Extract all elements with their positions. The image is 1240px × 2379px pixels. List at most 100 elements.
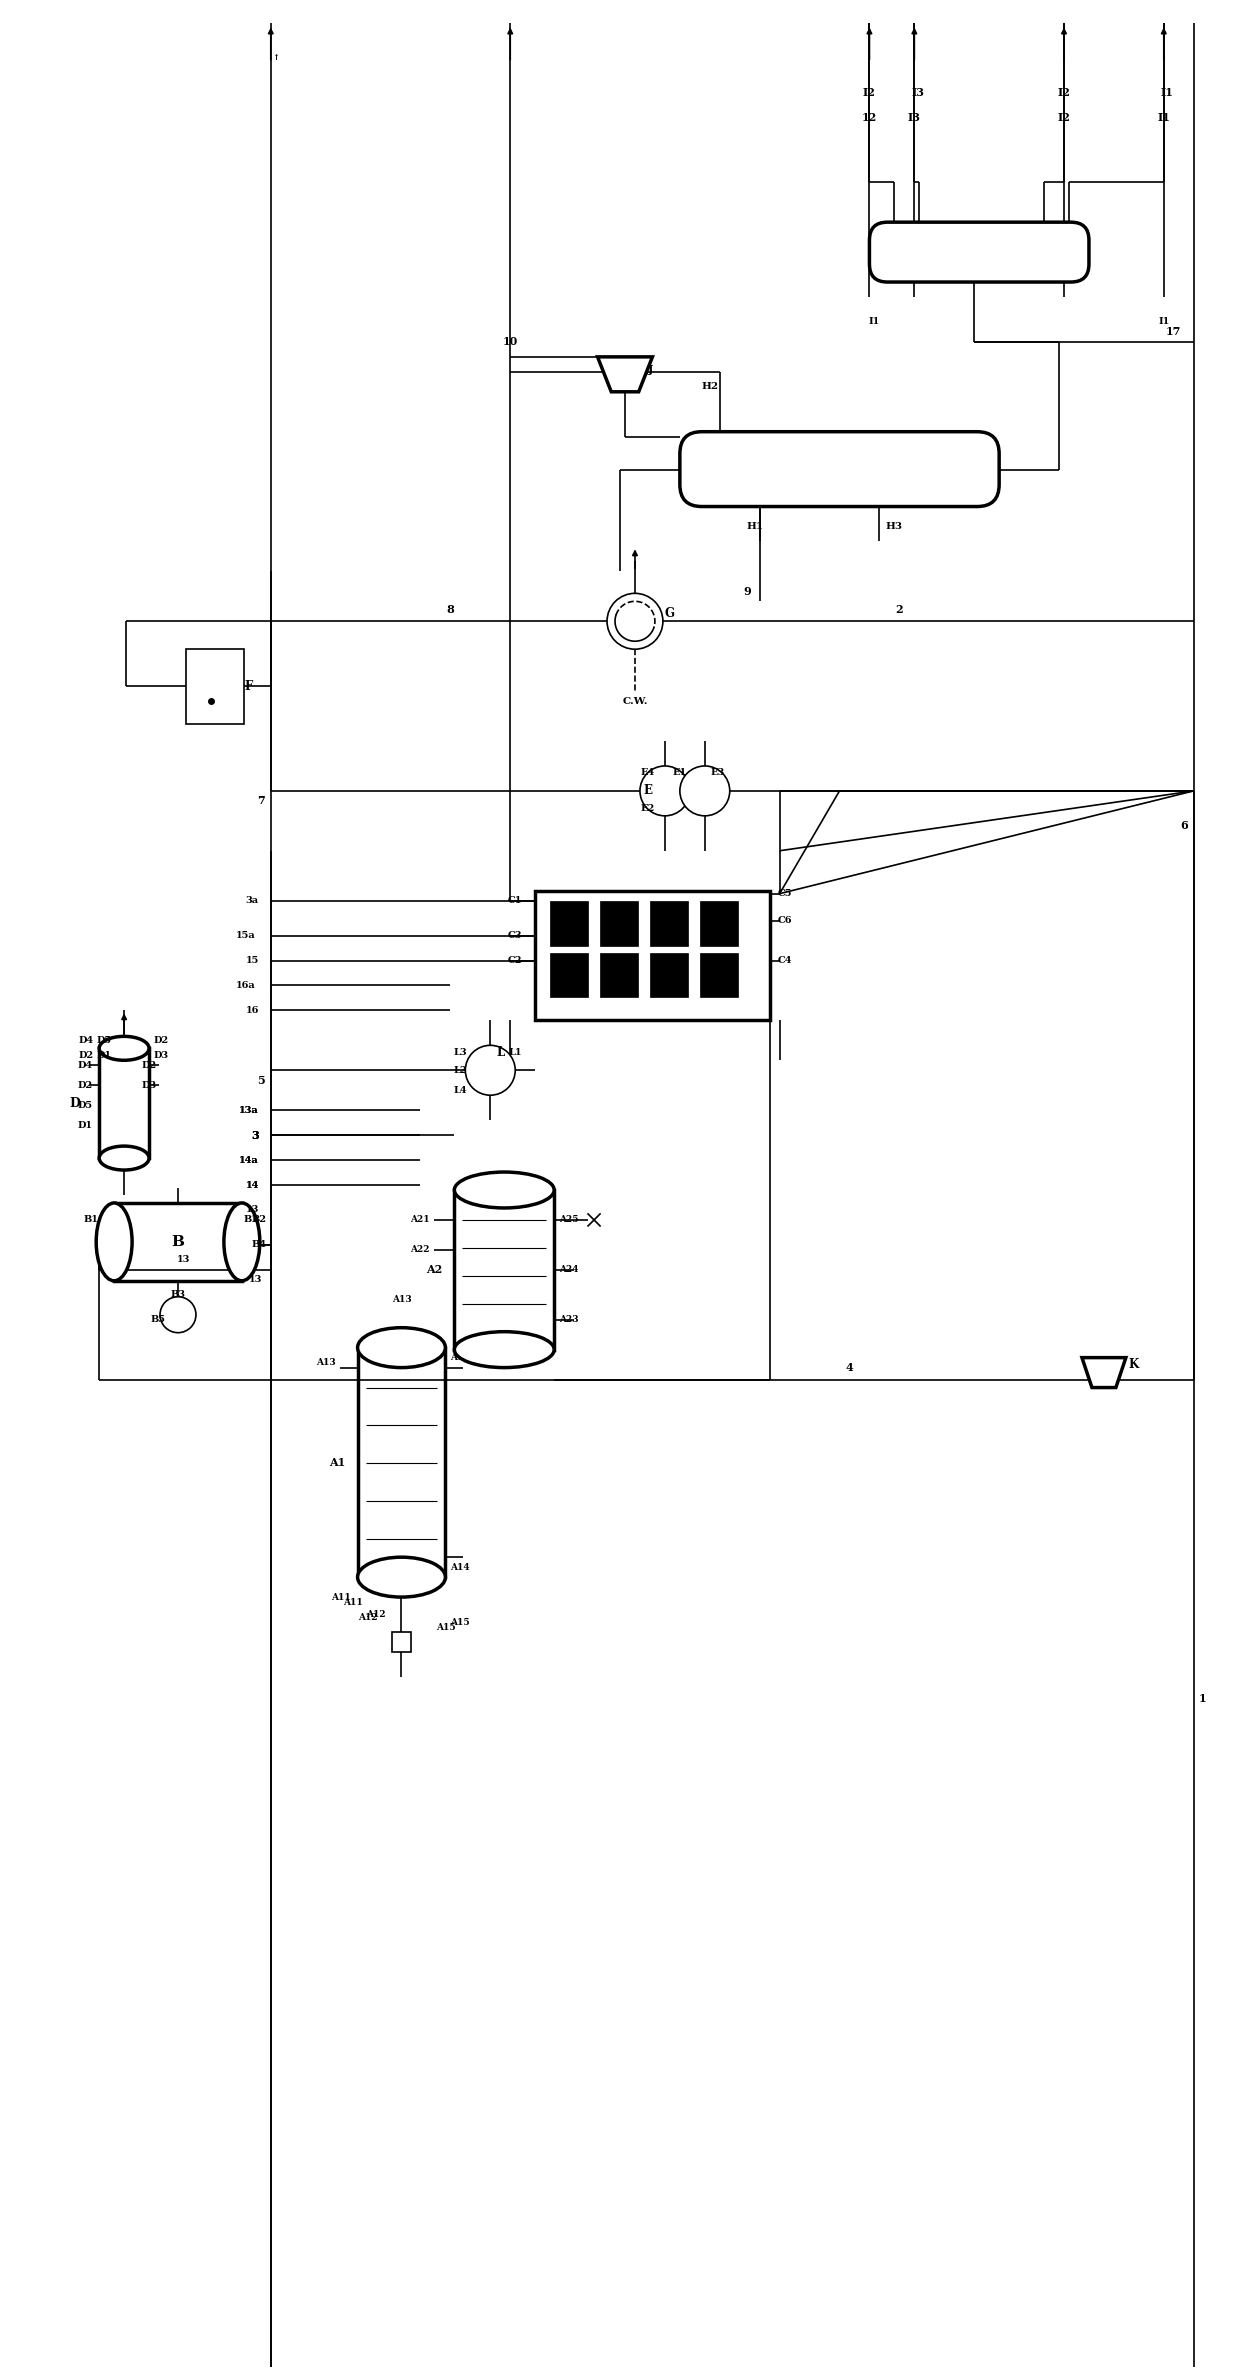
Text: 15a: 15a — [236, 930, 255, 940]
Text: B2: B2 — [252, 1216, 267, 1225]
Circle shape — [160, 1297, 196, 1332]
Text: A13: A13 — [450, 1354, 470, 1363]
Ellipse shape — [357, 1558, 445, 1596]
Ellipse shape — [454, 1332, 554, 1368]
Text: D2: D2 — [78, 1052, 94, 1059]
Polygon shape — [598, 357, 652, 393]
Ellipse shape — [97, 1204, 133, 1280]
Text: A13: A13 — [392, 1294, 412, 1304]
Text: A13: A13 — [316, 1358, 336, 1368]
Text: I1: I1 — [869, 316, 880, 326]
Text: D4: D4 — [78, 1035, 94, 1044]
Bar — [536, 890, 770, 1021]
Text: 12: 12 — [862, 112, 877, 124]
Text: 4: 4 — [846, 1363, 853, 1373]
Text: C2: C2 — [507, 956, 522, 966]
Bar — [600, 952, 637, 997]
Text: B4: B4 — [252, 1239, 267, 1249]
Text: 3: 3 — [250, 1130, 259, 1140]
Text: E1: E1 — [673, 768, 687, 778]
Text: 13: 13 — [249, 1275, 263, 1285]
Text: J: J — [649, 364, 653, 376]
Text: 6: 6 — [1179, 821, 1188, 830]
Circle shape — [465, 1044, 516, 1094]
Text: A1: A1 — [330, 1456, 346, 1468]
Text: B5: B5 — [150, 1316, 165, 1325]
Bar — [114, 1204, 242, 1280]
Text: B: B — [171, 1235, 185, 1249]
Text: H2: H2 — [702, 383, 718, 390]
Text: ↑: ↑ — [273, 55, 279, 62]
Text: C5: C5 — [777, 890, 792, 899]
Bar — [454, 1190, 554, 1349]
Text: A23: A23 — [559, 1316, 579, 1325]
Text: 17: 17 — [1166, 326, 1182, 338]
Ellipse shape — [454, 1173, 554, 1209]
Text: A12: A12 — [366, 1611, 386, 1618]
Text: I: I — [971, 243, 978, 259]
Text: A12: A12 — [358, 1613, 377, 1622]
Text: I2: I2 — [1058, 112, 1070, 124]
Text: 7: 7 — [257, 795, 264, 806]
Text: E3: E3 — [711, 768, 725, 778]
Ellipse shape — [224, 1204, 260, 1280]
Ellipse shape — [99, 1037, 149, 1061]
FancyBboxPatch shape — [680, 431, 999, 507]
Text: 3a: 3a — [246, 897, 259, 904]
Text: 13: 13 — [177, 1256, 191, 1263]
Bar — [650, 902, 688, 944]
Text: C6: C6 — [777, 916, 792, 925]
Text: 16: 16 — [246, 1006, 259, 1016]
Text: B1: B1 — [244, 1216, 259, 1225]
Ellipse shape — [99, 1147, 149, 1170]
Text: 5: 5 — [257, 1075, 264, 1085]
Text: I3: I3 — [911, 88, 925, 98]
Text: L3: L3 — [454, 1047, 467, 1056]
Text: A2: A2 — [427, 1263, 443, 1275]
Text: K: K — [1128, 1358, 1140, 1370]
Text: H3: H3 — [885, 521, 903, 531]
Text: A11: A11 — [342, 1599, 362, 1606]
Text: G: G — [665, 607, 675, 621]
Polygon shape — [1083, 1358, 1126, 1387]
Text: A22: A22 — [410, 1244, 429, 1254]
Text: I1: I1 — [1157, 112, 1171, 124]
Text: C3: C3 — [507, 930, 522, 940]
Text: D2: D2 — [141, 1061, 156, 1071]
Text: B1: B1 — [84, 1216, 99, 1225]
Bar — [551, 952, 588, 997]
Text: 9: 9 — [744, 585, 751, 597]
Text: D2: D2 — [154, 1035, 169, 1044]
Text: D1: D1 — [97, 1052, 112, 1059]
Text: F: F — [244, 680, 253, 692]
Text: A25: A25 — [559, 1216, 579, 1225]
Text: H: H — [827, 462, 842, 478]
Circle shape — [608, 592, 663, 649]
Bar — [392, 1632, 412, 1651]
Text: L1: L1 — [508, 1047, 522, 1056]
Text: D5: D5 — [97, 1035, 112, 1044]
Bar — [600, 902, 637, 944]
Text: I3: I3 — [908, 112, 921, 124]
Text: 10: 10 — [502, 335, 518, 347]
Text: 14a: 14a — [239, 1156, 259, 1166]
Text: E2: E2 — [641, 804, 655, 814]
Text: L2: L2 — [454, 1066, 467, 1075]
Circle shape — [680, 766, 730, 816]
Text: 15: 15 — [246, 956, 259, 966]
Text: L4: L4 — [454, 1085, 467, 1094]
Text: 3: 3 — [250, 1130, 259, 1140]
Text: 14a: 14a — [239, 1156, 259, 1166]
Bar — [551, 902, 588, 944]
Text: A21: A21 — [409, 1216, 429, 1225]
Text: D2: D2 — [78, 1080, 93, 1090]
Text: C1: C1 — [508, 897, 522, 904]
Text: D: D — [69, 1097, 81, 1109]
Text: 16a: 16a — [236, 980, 255, 990]
Bar — [699, 902, 738, 944]
Bar — [650, 952, 688, 997]
Ellipse shape — [357, 1327, 445, 1368]
Text: 14: 14 — [246, 1180, 259, 1190]
Text: 2: 2 — [895, 604, 903, 614]
Text: I1: I1 — [1158, 316, 1169, 326]
